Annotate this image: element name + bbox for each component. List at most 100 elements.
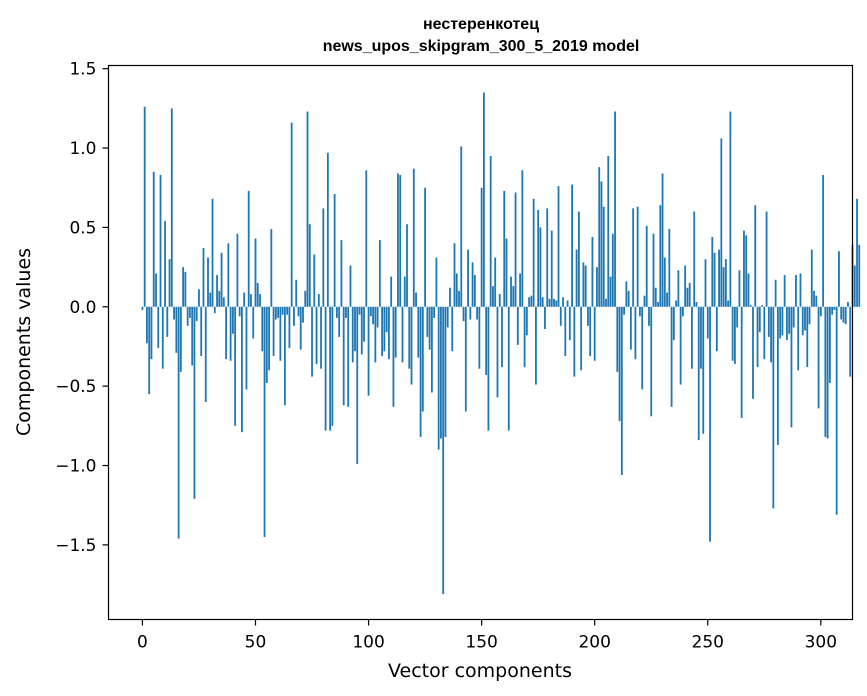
bar	[225, 306, 227, 360]
bar	[494, 257, 497, 307]
bar	[842, 306, 845, 323]
bar	[410, 306, 413, 385]
bar	[580, 306, 583, 371]
bar	[632, 208, 635, 307]
bar	[295, 279, 298, 307]
bar	[152, 171, 155, 307]
bar	[740, 306, 743, 418]
bar	[736, 306, 739, 328]
bar	[331, 306, 334, 426]
bar	[336, 306, 338, 318]
bar	[177, 306, 180, 539]
bar	[433, 306, 436, 318]
bar	[844, 306, 847, 325]
bar	[333, 194, 336, 307]
bar	[351, 306, 354, 363]
bar	[546, 208, 549, 307]
bar	[525, 306, 528, 336]
bar	[286, 306, 289, 315]
bar	[166, 306, 169, 337]
bar	[634, 306, 637, 360]
bar	[781, 306, 784, 336]
bar	[532, 198, 535, 307]
bar	[620, 306, 623, 476]
y-tick-label: 1.0	[69, 139, 96, 159]
bar	[605, 298, 607, 307]
bar	[408, 306, 411, 369]
bar	[650, 306, 653, 417]
bar	[315, 306, 318, 364]
bar	[415, 292, 417, 307]
bar	[345, 306, 347, 318]
bar	[568, 306, 571, 341]
bar	[487, 306, 490, 431]
bar	[435, 257, 438, 307]
x-tick-label: 300	[805, 633, 837, 653]
bar	[790, 306, 793, 428]
bar	[587, 306, 589, 326]
bar	[722, 267, 725, 307]
bar	[575, 249, 578, 307]
bar	[150, 306, 153, 360]
bar	[374, 306, 377, 363]
bar	[629, 306, 632, 350]
bar	[496, 306, 499, 398]
bar	[582, 262, 585, 307]
bar	[668, 229, 671, 307]
bar	[161, 306, 164, 369]
bar	[306, 111, 309, 307]
bar	[430, 306, 433, 393]
bar	[833, 306, 836, 310]
bar	[460, 146, 463, 307]
bar	[236, 233, 239, 307]
bar	[828, 306, 831, 383]
bar	[281, 306, 284, 315]
bar	[265, 306, 268, 383]
bar	[516, 306, 519, 345]
bar	[559, 306, 562, 326]
bar	[564, 306, 567, 356]
bar	[182, 267, 185, 307]
bar	[838, 251, 840, 307]
bar	[826, 306, 829, 439]
bar	[250, 294, 252, 307]
bar	[193, 306, 196, 499]
bar	[449, 287, 451, 307]
bar	[797, 306, 800, 371]
bar	[858, 244, 861, 307]
bar	[695, 302, 698, 307]
bar	[555, 300, 558, 307]
bar	[679, 306, 682, 385]
bar	[189, 306, 191, 318]
bar	[835, 306, 838, 515]
bar	[761, 305, 763, 307]
bar	[562, 297, 564, 307]
bar	[688, 282, 691, 307]
bar	[293, 306, 295, 326]
bar	[417, 306, 420, 358]
y-tick-label: 0.5	[69, 218, 96, 238]
bar	[799, 273, 802, 307]
bar	[675, 300, 678, 307]
bar	[645, 225, 648, 307]
bar	[571, 184, 573, 307]
x-tick-label: 150	[465, 633, 497, 653]
bar	[424, 187, 426, 307]
bar	[657, 302, 659, 307]
bar	[550, 230, 553, 307]
bar	[349, 265, 352, 307]
bar	[451, 306, 454, 352]
bar	[390, 276, 393, 307]
bar	[492, 286, 494, 307]
bar	[591, 236, 594, 307]
bar	[458, 290, 460, 307]
bar	[231, 306, 234, 334]
bar	[148, 306, 151, 395]
bar	[241, 306, 243, 433]
bar	[297, 306, 300, 317]
bar	[663, 257, 666, 307]
y-tick-label: −1.0	[55, 457, 96, 477]
x-axis-ticks: 0 50 100 150 200 250 300	[137, 619, 837, 653]
bar	[772, 306, 775, 509]
bar	[641, 306, 644, 390]
